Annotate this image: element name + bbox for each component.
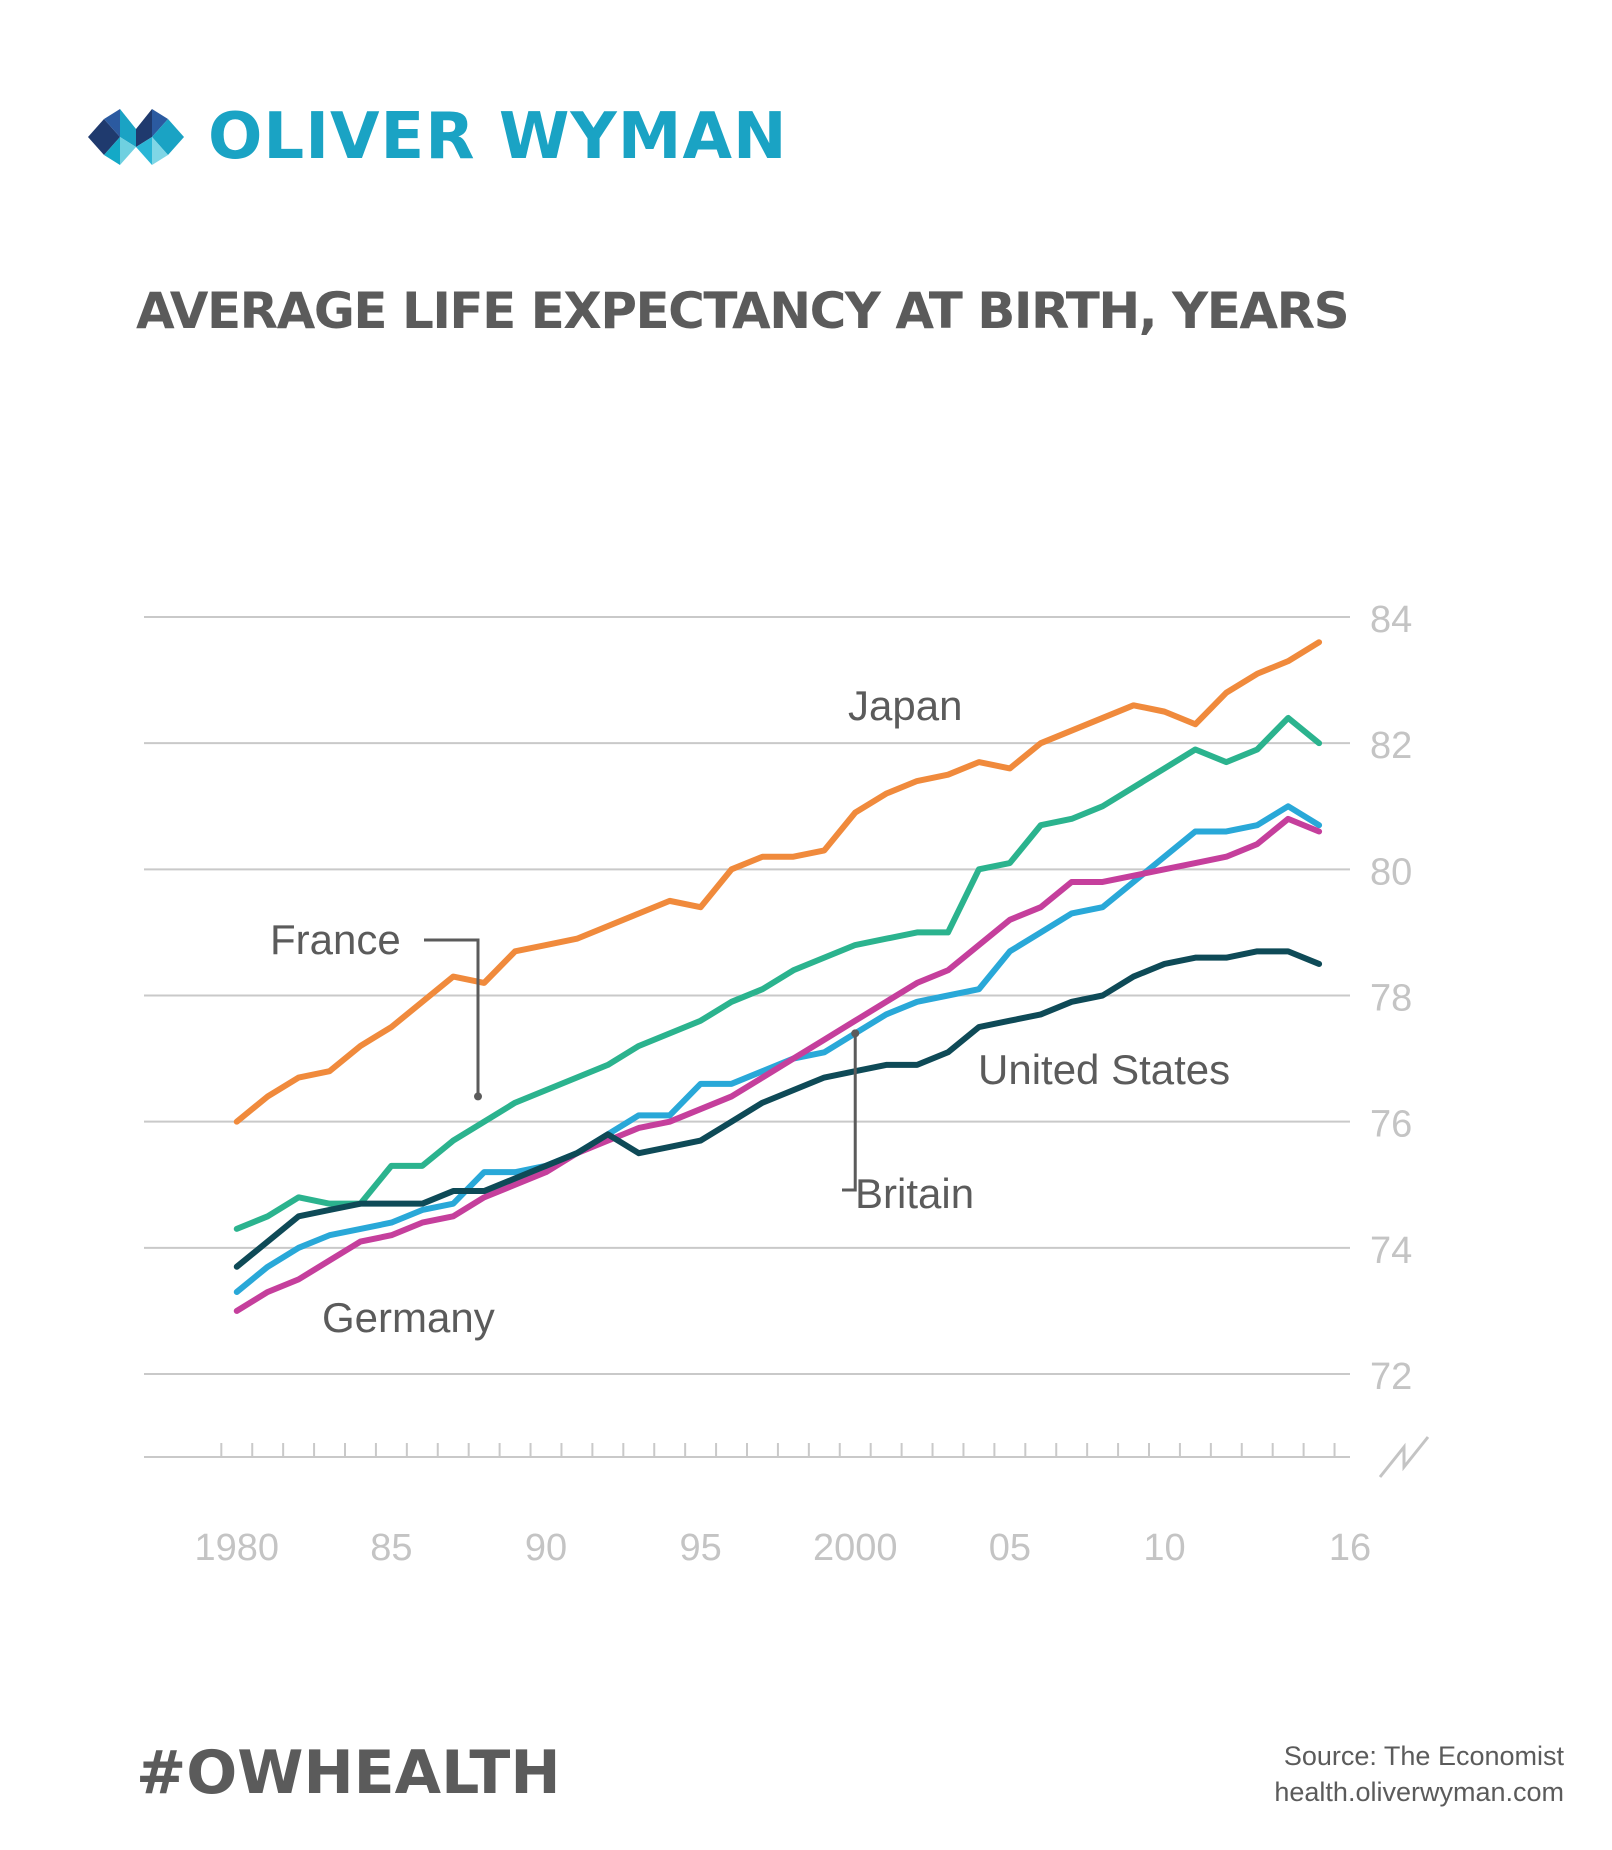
line-chart: 84 82 80 78 76 74 72 1980 85 90 95 2000 05 10 16 Japa…	[144, 599, 1430, 1569]
x-tick-label-90: 90	[525, 1527, 567, 1569]
series-lines	[233, 639, 1323, 1314]
y-tick-label-76: 76	[1370, 1104, 1412, 1146]
series-line-japan	[233, 639, 1323, 1125]
x-tick-label-85: 85	[370, 1527, 412, 1569]
y-tick-label-82: 82	[1370, 725, 1412, 767]
x-axis: 1980 85 90 95 2000 05 10 16	[144, 1436, 1430, 1569]
y-tick-label-74: 74	[1370, 1230, 1412, 1272]
britain-leader-dot	[851, 1029, 860, 1038]
britain-leader-line	[842, 1033, 857, 1192]
y-tick-label-78: 78	[1370, 978, 1412, 1020]
x-tick-label-2000: 2000	[813, 1527, 898, 1569]
footer-url: health.oliverwyman.com	[1274, 1777, 1564, 1807]
y-tick-label-80: 80	[1370, 851, 1412, 893]
france-leader-dot	[474, 1092, 482, 1101]
series-label-japan: Japan	[848, 682, 962, 729]
series-line-france	[233, 714, 1323, 1232]
axis-break-icon	[1378, 1436, 1430, 1478]
annotations: Japan France Britain Germany United States	[270, 682, 1230, 1341]
france-leader-line	[424, 938, 480, 1097]
source-note: Source: The Economist	[1283, 1741, 1564, 1771]
x-tick-label-95: 95	[679, 1527, 721, 1569]
x-tick-label-10: 10	[1143, 1527, 1185, 1569]
hashtag: #OWHEALTH	[136, 1738, 561, 1808]
series-label-germany: Germany	[322, 1294, 495, 1341]
series-line-germany	[233, 815, 1323, 1314]
x-tick-label-1980: 1980	[194, 1527, 279, 1569]
footer-credits: Source: The Economist health.oliverwyman…	[1274, 1738, 1564, 1810]
x-tick-label-16: 16	[1329, 1527, 1371, 1569]
series-line-united-states	[233, 948, 1323, 1270]
y-tick-label-84: 84	[1370, 599, 1412, 641]
brand-logo: OLIVER WYMAN	[88, 100, 788, 174]
series-label-france: France	[270, 916, 401, 963]
oliver-wyman-mark-icon	[88, 109, 184, 165]
chart-title: AVERAGE LIFE EXPECTANCY AT BIRTH, YEARS	[136, 282, 1350, 340]
gridlines: 84 82 80 78 76 74 72	[144, 599, 1412, 1398]
brand-name: OLIVER WYMAN	[208, 100, 788, 174]
y-tick-label-72: 72	[1370, 1356, 1412, 1398]
series-label-britain: Britain	[855, 1170, 974, 1217]
x-tick-label-05: 05	[989, 1527, 1031, 1569]
series-label-united-states: United States	[978, 1046, 1230, 1093]
